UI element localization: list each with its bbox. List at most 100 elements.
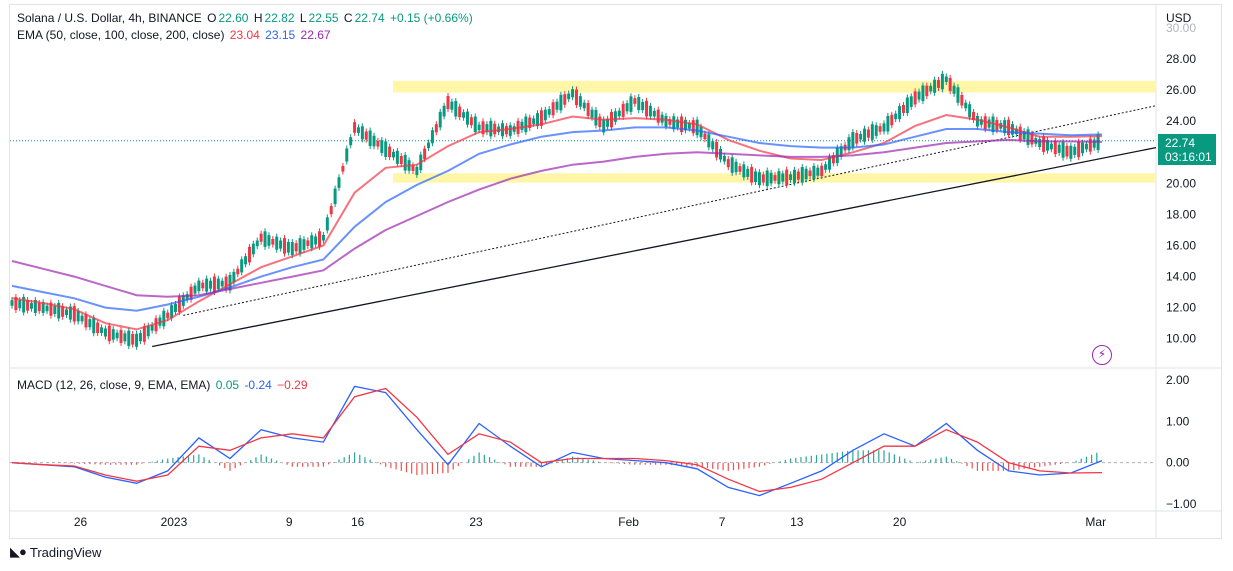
- change-value: +0.15 (+0.66%): [389, 11, 473, 25]
- candle-body: [672, 116, 676, 130]
- candle-body: [458, 106, 462, 118]
- candle-body: [489, 120, 493, 137]
- candle-body: [625, 103, 629, 112]
- open-value: 22.60: [218, 11, 249, 25]
- price-tick-label: 20.00: [1166, 176, 1196, 190]
- candle-body: [594, 109, 598, 126]
- macd-legend[interactable]: MACD (12, 26, close, 9, EMA, EMA) 0.05 -…: [17, 378, 310, 392]
- candle-body: [1038, 138, 1042, 147]
- candle-body: [1057, 144, 1061, 153]
- candle-body: [65, 309, 68, 316]
- candle-body: [652, 110, 656, 117]
- candle-body: [1026, 129, 1030, 145]
- candle-body: [901, 104, 905, 114]
- candle-body: [314, 236, 318, 245]
- candle-body: [454, 101, 458, 117]
- candle-body: [781, 173, 785, 182]
- ema50-line: [11, 113, 1103, 331]
- candle-body: [1065, 145, 1069, 157]
- candle-body: [1081, 142, 1085, 154]
- candle-body: [975, 115, 979, 127]
- price-tick-label: 12.00: [1166, 301, 1196, 315]
- candle-body: [368, 130, 372, 147]
- candle-body: [921, 85, 925, 102]
- candle-body: [528, 117, 532, 129]
- candle-body: [321, 234, 325, 241]
- candle-body: [306, 240, 310, 246]
- candle-body: [481, 121, 485, 135]
- candle-body: [131, 333, 135, 345]
- ema-legend[interactable]: EMA (50, close, 100, close, 200, close) …: [17, 28, 333, 42]
- price-tick-label: 16.00: [1166, 238, 1196, 252]
- candle-body: [520, 121, 524, 130]
- candle-body: [703, 133, 707, 140]
- candle-body: [800, 167, 804, 183]
- time-tick-label: 7: [719, 515, 726, 529]
- symbol-legend[interactable]: Solana / U.S. Dollar, 4h, BINANCE O 22.60…: [17, 11, 475, 25]
- candle-body: [878, 126, 882, 132]
- candle-body: [399, 156, 403, 165]
- candle-body: [894, 113, 898, 120]
- ema50-value: 23.04: [229, 28, 260, 42]
- time-tick-label: 26: [74, 515, 88, 529]
- candle-body: [629, 96, 633, 112]
- candle-body: [216, 278, 220, 290]
- candle-body: [10, 300, 14, 306]
- candle-body: [824, 164, 828, 170]
- signal-line: [11, 387, 1103, 493]
- tradingview-logo-icon: ◣●: [10, 544, 27, 559]
- candle-body: [247, 246, 251, 263]
- candle-body: [983, 116, 987, 130]
- candle-body: [582, 102, 586, 109]
- candle-body: [294, 243, 298, 252]
- lightning-icon[interactable]: ⚡: [1092, 345, 1112, 365]
- time-tick-label: Feb: [618, 515, 639, 529]
- candle-body: [49, 302, 53, 316]
- candle-body: [150, 325, 154, 331]
- candle-body: [539, 110, 543, 126]
- candle-body: [68, 306, 72, 320]
- candle-body: [100, 327, 104, 333]
- candle-body: [972, 111, 976, 121]
- candle-body: [310, 235, 314, 249]
- candle-body: [937, 79, 940, 88]
- candle-body: [53, 305, 57, 314]
- candle-body: [80, 315, 84, 322]
- candle-body: [683, 119, 687, 131]
- candle-body: [111, 329, 115, 340]
- candle-body: [1092, 139, 1096, 148]
- chart-frame: [9, 4, 1222, 539]
- candle-body: [641, 102, 645, 111]
- candle-body: [905, 97, 909, 114]
- candle-body: [909, 96, 913, 107]
- candle-body: [746, 168, 750, 177]
- candle-body: [648, 105, 652, 117]
- candle-body: [730, 157, 734, 173]
- candle-body: [450, 101, 454, 110]
- candle-body: [508, 125, 512, 136]
- price-tick-label: 18.00: [1166, 207, 1196, 221]
- dotted-trendline: [183, 105, 1157, 316]
- candle-body: [37, 303, 41, 312]
- candle-body: [267, 235, 271, 246]
- symbol-title: Solana / U.S. Dollar, 4h, BINANCE: [17, 11, 202, 25]
- macd-tick-label: 1.00: [1166, 414, 1190, 428]
- candle-body: [240, 259, 244, 273]
- candle-body: [170, 305, 174, 319]
- candle-body: [691, 120, 695, 134]
- candle-body: [76, 310, 80, 322]
- candle-body: [442, 105, 446, 117]
- candle-body: [785, 169, 789, 186]
- candle-body: [107, 325, 111, 342]
- time-tick-label: 23: [469, 515, 483, 529]
- last-price: 22.74: [1165, 136, 1196, 150]
- candle-body: [757, 172, 761, 186]
- candle-body: [925, 85, 929, 97]
- candle-body: [645, 100, 649, 117]
- candle-body: [773, 175, 777, 181]
- tradingview-brand[interactable]: ◣● TradingView: [10, 544, 101, 560]
- candle-body: [637, 97, 641, 111]
- candle-body: [174, 303, 177, 313]
- candle-body: [411, 165, 415, 171]
